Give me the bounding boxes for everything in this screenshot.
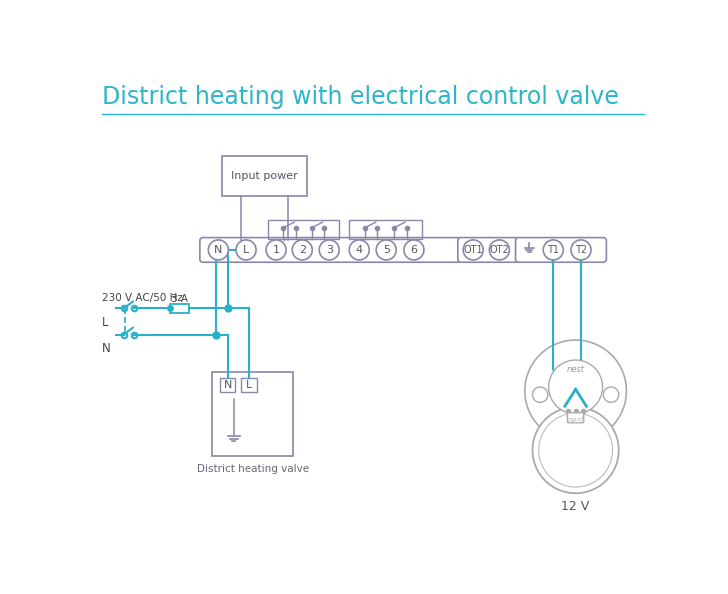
FancyBboxPatch shape bbox=[200, 238, 462, 262]
Circle shape bbox=[319, 240, 339, 260]
Text: T1: T1 bbox=[547, 245, 559, 255]
Text: nest: nest bbox=[566, 365, 585, 374]
Text: L: L bbox=[246, 380, 253, 390]
Circle shape bbox=[543, 240, 563, 260]
Text: L: L bbox=[243, 245, 249, 255]
Circle shape bbox=[489, 240, 510, 260]
Circle shape bbox=[266, 240, 286, 260]
Text: 3: 3 bbox=[325, 245, 333, 255]
Text: Input power: Input power bbox=[232, 171, 298, 181]
Circle shape bbox=[549, 360, 603, 414]
FancyBboxPatch shape bbox=[458, 238, 519, 262]
Text: L: L bbox=[102, 316, 108, 329]
Circle shape bbox=[349, 240, 369, 260]
Circle shape bbox=[604, 387, 619, 402]
Text: District heating valve: District heating valve bbox=[197, 464, 309, 474]
Text: N: N bbox=[214, 245, 223, 255]
Text: T2: T2 bbox=[575, 245, 587, 255]
Text: 5: 5 bbox=[383, 245, 389, 255]
FancyBboxPatch shape bbox=[568, 413, 584, 423]
Text: 4: 4 bbox=[356, 245, 363, 255]
Circle shape bbox=[571, 240, 591, 260]
Bar bbox=[220, 378, 235, 391]
Bar bbox=[212, 372, 293, 456]
Circle shape bbox=[376, 240, 396, 260]
Text: N: N bbox=[102, 342, 111, 355]
Text: nest: nest bbox=[567, 416, 584, 425]
Circle shape bbox=[532, 407, 619, 493]
Text: N: N bbox=[223, 380, 232, 390]
Circle shape bbox=[532, 387, 548, 402]
Text: OT1: OT1 bbox=[464, 245, 483, 255]
FancyBboxPatch shape bbox=[515, 238, 606, 262]
Text: OT2: OT2 bbox=[489, 245, 510, 255]
Text: 3 A: 3 A bbox=[171, 294, 188, 304]
Bar bbox=[349, 220, 422, 239]
Circle shape bbox=[292, 240, 312, 260]
Text: 12 V: 12 V bbox=[561, 500, 590, 513]
Bar bbox=[170, 304, 189, 312]
Circle shape bbox=[404, 240, 424, 260]
Circle shape bbox=[539, 413, 612, 487]
Text: District heating with electrical control valve: District heating with electrical control… bbox=[102, 85, 619, 109]
Bar bbox=[269, 220, 339, 239]
Text: 2: 2 bbox=[298, 245, 306, 255]
Text: 230 V AC/50 Hz: 230 V AC/50 Hz bbox=[102, 293, 183, 304]
Circle shape bbox=[208, 240, 229, 260]
Text: 1: 1 bbox=[272, 245, 280, 255]
Circle shape bbox=[236, 240, 256, 260]
Bar bbox=[242, 378, 257, 391]
Text: 6: 6 bbox=[411, 245, 417, 255]
Circle shape bbox=[525, 340, 626, 442]
Circle shape bbox=[463, 240, 483, 260]
Bar bbox=[222, 156, 307, 196]
